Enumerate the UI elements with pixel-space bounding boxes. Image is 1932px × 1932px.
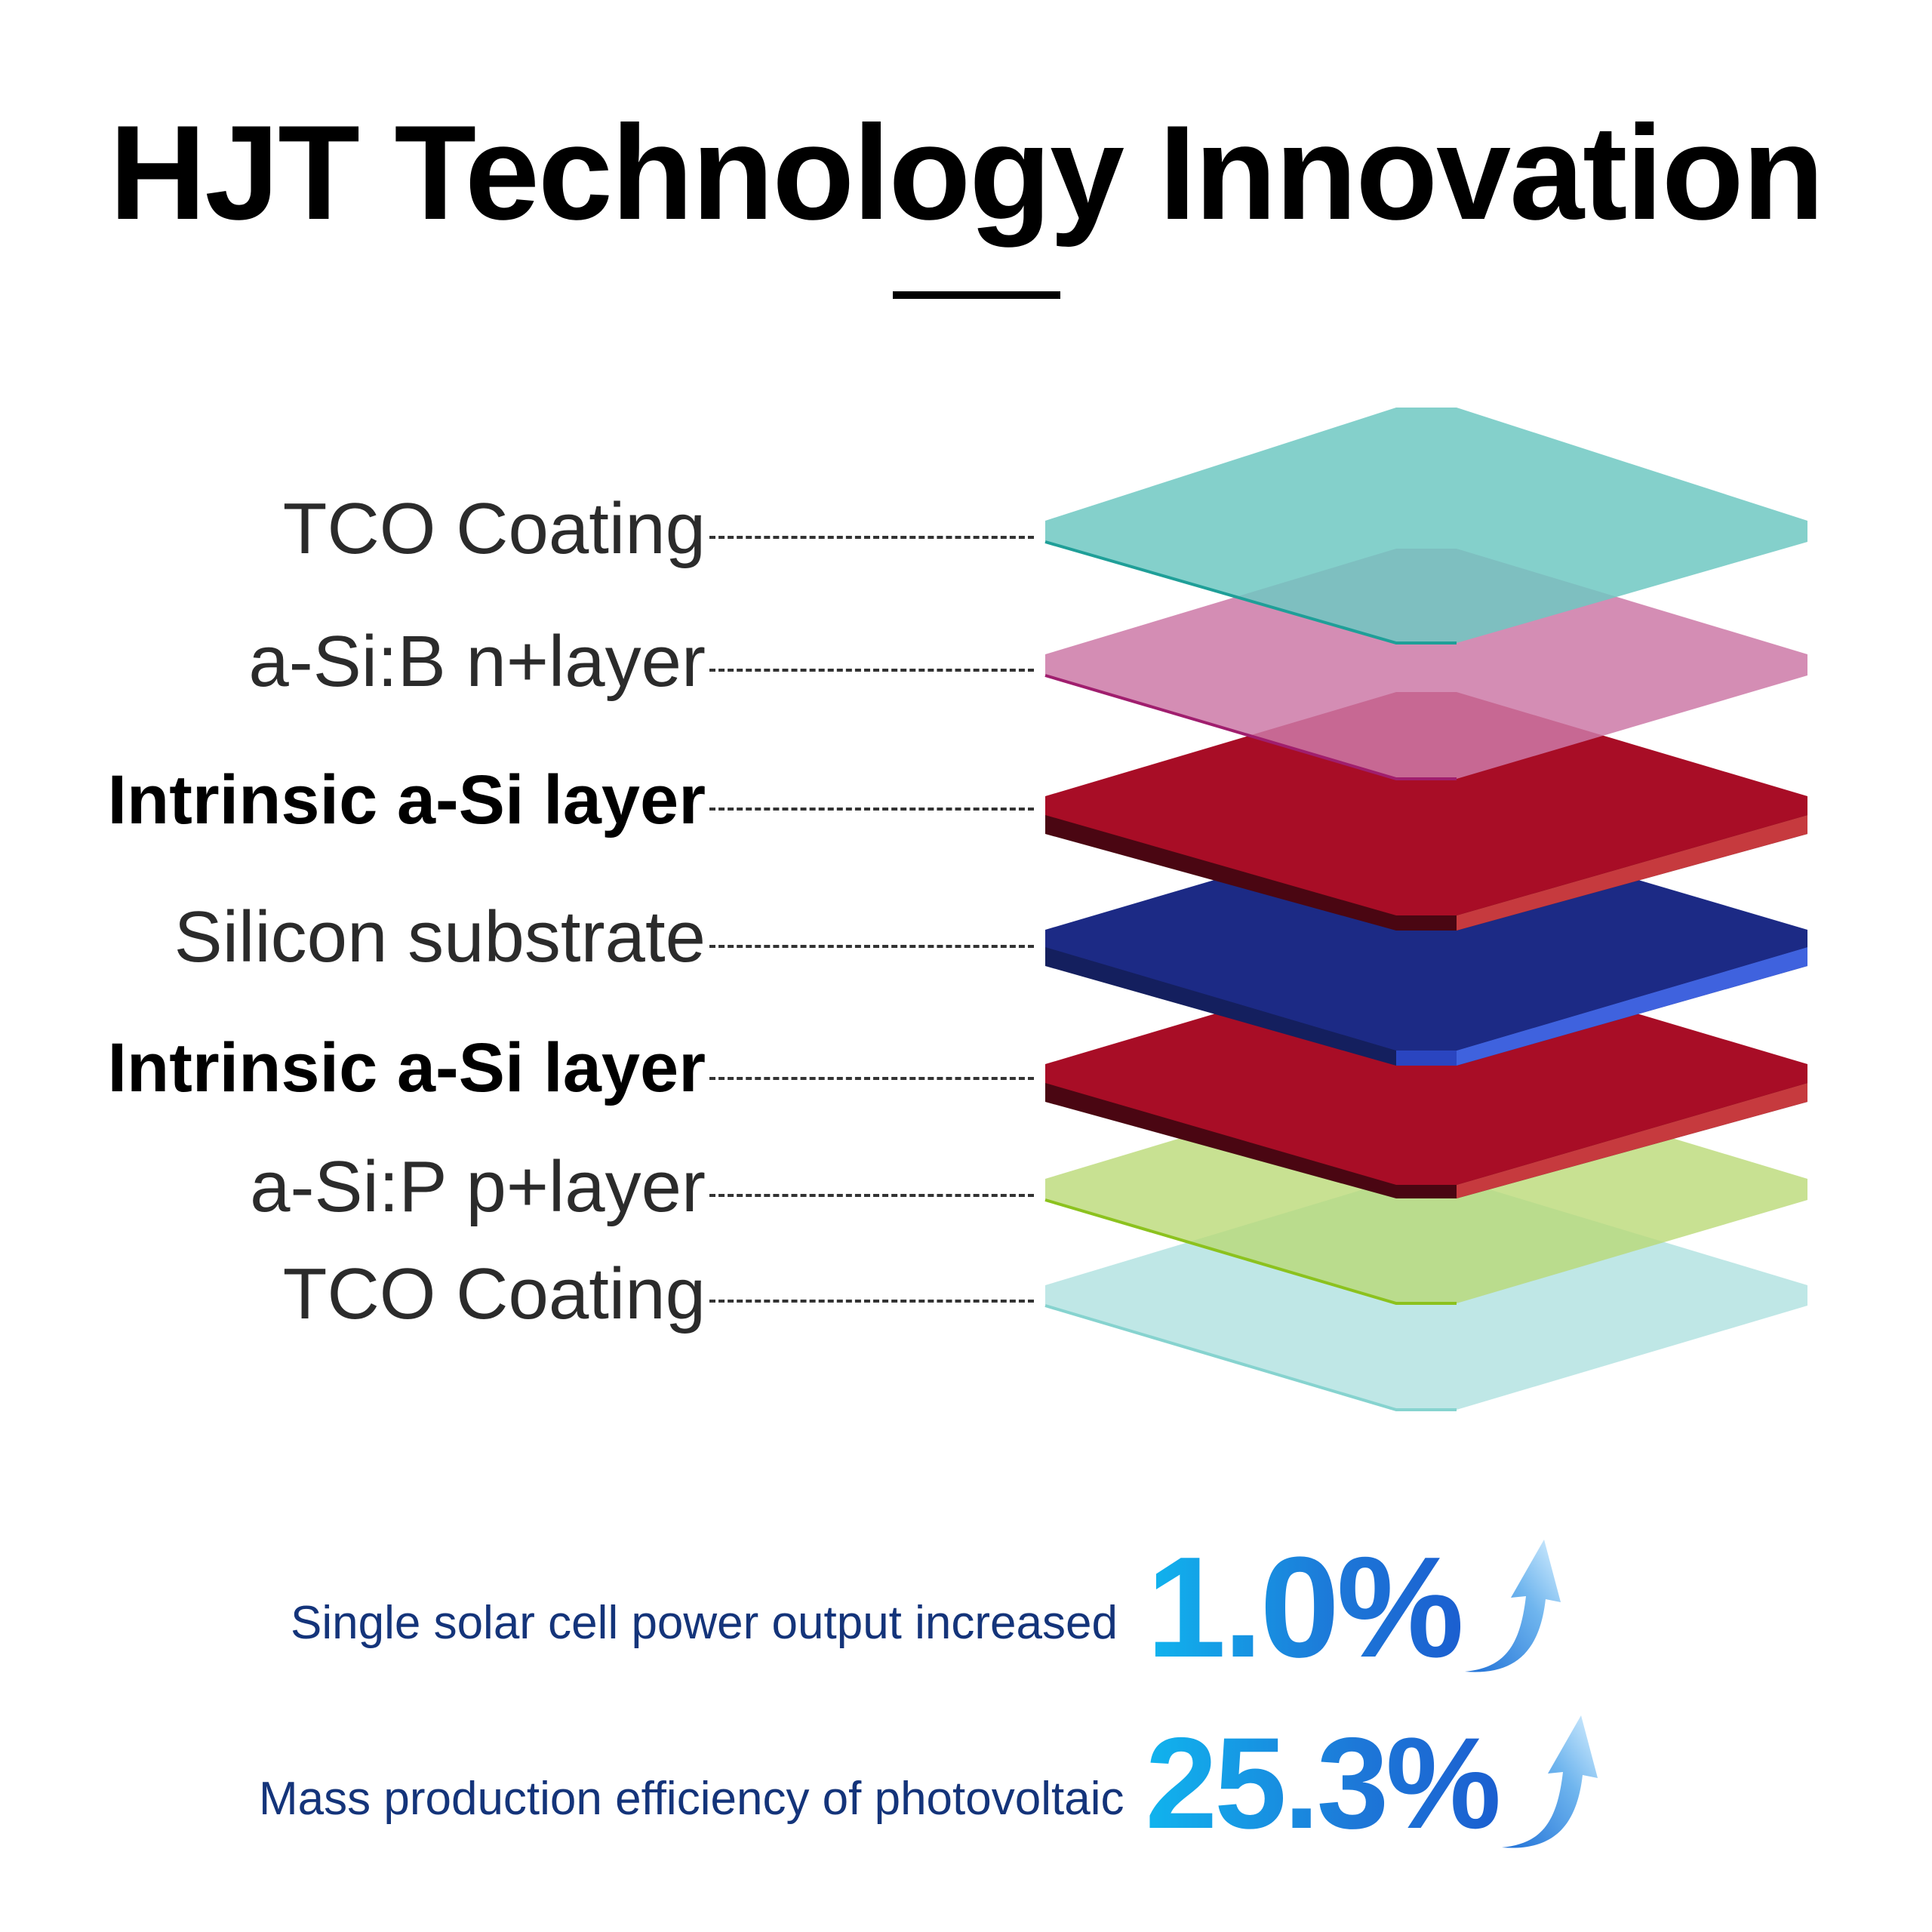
title-underline bbox=[893, 291, 1060, 299]
label-row-a-si-p: a-Si:P p+layer bbox=[250, 1138, 706, 1236]
label-row-intrinsic-lower: Intrinsic a-Si layer bbox=[107, 1019, 706, 1117]
layer-a-si-b bbox=[1044, 549, 1807, 780]
leader-line bbox=[709, 945, 1034, 948]
stat-text: Mass production efficiency of photovolta… bbox=[259, 1772, 1124, 1825]
label-row-tco-top: TCO Coating bbox=[283, 480, 706, 578]
leader-line bbox=[709, 1077, 1034, 1080]
leader-line bbox=[709, 669, 1034, 672]
label-row-tco-bottom: TCO Coating bbox=[283, 1245, 706, 1343]
stat-efficiency: Mass production efficiency of photovolta… bbox=[259, 1712, 1604, 1855]
layer-label: TCO Coating bbox=[282, 1254, 706, 1334]
leader-line bbox=[709, 1194, 1034, 1197]
page-title: HJT Technology Innovation bbox=[109, 97, 1825, 248]
leader-line bbox=[709, 1300, 1034, 1303]
leader-line bbox=[709, 808, 1034, 811]
layer-label: Intrinsic a-Si layer bbox=[107, 1029, 706, 1106]
layer-label: Silicon substrate bbox=[174, 897, 706, 977]
arrow-up-icon bbox=[1502, 1715, 1598, 1848]
layer-label: Intrinsic a-Si layer bbox=[107, 761, 706, 838]
label-row-a-si-b: a-Si:B n+layer bbox=[248, 613, 706, 711]
arrow-up-icon bbox=[1465, 1540, 1561, 1672]
layer-label: a-Si:B n+layer bbox=[248, 621, 706, 702]
layer-intrinsic-upper bbox=[1045, 692, 1807, 931]
stat-value: 25.3% bbox=[1145, 1711, 1502, 1856]
layer-tco-top bbox=[1044, 408, 1807, 645]
label-row-silicon-substrate: Silicon substrate bbox=[174, 888, 706, 986]
layer-label: TCO Coating bbox=[282, 488, 706, 569]
stat-value: 1.0% bbox=[1146, 1527, 1464, 1687]
layer-label: a-Si:P p+layer bbox=[250, 1146, 706, 1227]
leader-line bbox=[709, 536, 1034, 539]
stat-power-output: Single solar cell power output increased… bbox=[291, 1536, 1567, 1679]
stat-text: Single solar cell power output increased bbox=[291, 1596, 1118, 1649]
label-row-intrinsic-upper: Intrinsic a-Si layer bbox=[107, 751, 706, 849]
